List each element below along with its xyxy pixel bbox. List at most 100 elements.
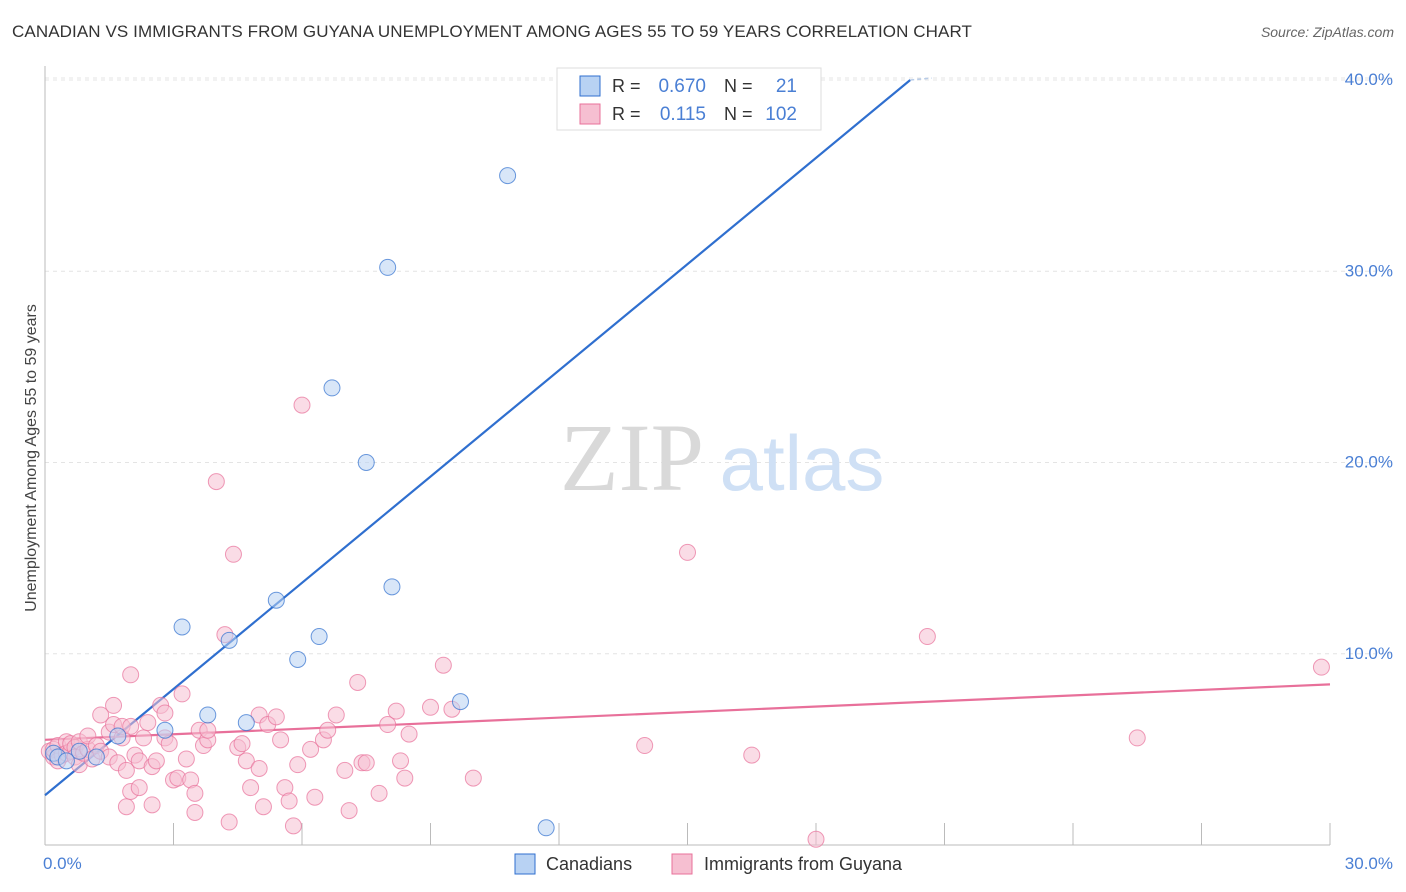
canadians-point [323,379,341,397]
y-tick-label: 30.0% [1345,261,1393,280]
canadians-point [451,693,469,711]
guyana-point [284,817,302,835]
bottom-legend-swatch-guyana [671,853,693,875]
guyana-point [92,706,110,724]
guyana-point [319,721,337,739]
trend-line-guyana [44,683,1331,741]
guyana-point [272,731,290,749]
source-credit: Source: ZipAtlas.com [1260,24,1394,40]
guyana-point [357,754,375,772]
canadians-point [173,618,191,636]
canadians-point [87,748,105,766]
canadians-point [537,819,555,837]
guyana-point [242,779,260,797]
legend-r-label: R = [612,104,641,124]
guyana-point [177,750,195,768]
x-tick-label: 0.0% [43,854,82,873]
guyana-point [105,696,123,714]
bottom-legend-swatch-canadians [514,853,536,875]
canadians-point [310,628,328,646]
guyana-point [434,656,452,674]
guyana-point [117,798,135,816]
trend-line-canadians [44,79,911,797]
bottom-legend-label-guyana: Immigrants from Guyana [704,854,903,874]
guyana-point [293,396,311,414]
guyana-point [122,666,140,684]
canadians-point [289,650,307,668]
canadians-point [57,752,75,770]
guyana-point [306,788,324,806]
guyana-point [387,702,405,720]
guyana-point [340,802,358,820]
legend-r-value: 0.670 [658,76,706,97]
guyana-point [143,796,161,814]
guyana-point [199,721,217,739]
legend-n-value: 21 [776,76,797,97]
canadians-point [156,721,174,739]
x-tick-label: 30.0% [1345,854,1393,873]
guyana-point [220,813,238,831]
guyana-point [807,830,825,848]
legend-n-label: N = [724,104,753,124]
guyana-point [122,717,140,735]
legend-box [556,67,822,131]
guyana-point [464,769,482,787]
guyana-point [254,798,272,816]
y-tick-label: 20.0% [1345,453,1393,472]
watermark-zip: ZIP [560,404,704,511]
guyana-point [400,725,418,743]
legend-swatch-guyana [579,103,601,125]
canadians-point [379,258,397,276]
trend-extension [910,77,932,81]
guyana-point [349,673,367,691]
guyana-point [147,752,165,770]
legend-r-label: R = [612,76,641,96]
bottom-legend-label-canadians: Canadians [546,854,632,874]
guyana-point [396,769,414,787]
y-tick-label: 40.0% [1345,70,1393,89]
guyana-point [186,803,204,821]
guyana-point [336,761,354,779]
guyana-point [379,716,397,734]
guyana-point [207,473,225,491]
canadians-point [199,706,217,724]
guyana-point [267,708,285,726]
guyana-point [186,784,204,802]
y-tick-label: 10.0% [1345,644,1393,663]
chart-title: CANADIAN VS IMMIGRANTS FROM GUYANA UNEMP… [12,22,973,41]
guyana-point [173,685,191,703]
watermark-atlas: atlas [720,419,885,507]
guyana-point [224,545,242,563]
canadians-point [220,631,238,649]
guyana-point [237,752,255,770]
legend-swatch-canadians [579,75,601,97]
guyana-point [327,706,345,724]
legend-r-value: 0.115 [660,104,706,125]
guyana-point [422,698,439,716]
y-axis-label: Unemployment Among Ages 55 to 59 years [23,304,40,612]
guyana-point [1128,729,1146,747]
canadians-point [109,727,127,745]
guyana-point [918,628,936,646]
canadians-point [357,454,375,471]
guyana-point [1312,658,1330,676]
guyana-point [156,704,174,722]
legend-n-label: N = [724,76,753,96]
canadians-point [383,578,401,596]
guyana-point [679,543,696,561]
guyana-point [135,729,153,747]
guyana-point [392,752,410,770]
guyana-point [250,760,268,777]
legend-n-value: 102 [765,104,797,125]
guyana-point [130,779,148,797]
canadians-point [499,167,517,185]
canadians-point [70,742,88,760]
guyana-point [636,737,654,755]
canadians-point [237,714,255,732]
canadians-point [267,591,285,609]
guyana-point [233,735,251,753]
guyana-point [289,756,307,774]
guyana-point [370,784,388,802]
guyana-point [117,761,135,779]
